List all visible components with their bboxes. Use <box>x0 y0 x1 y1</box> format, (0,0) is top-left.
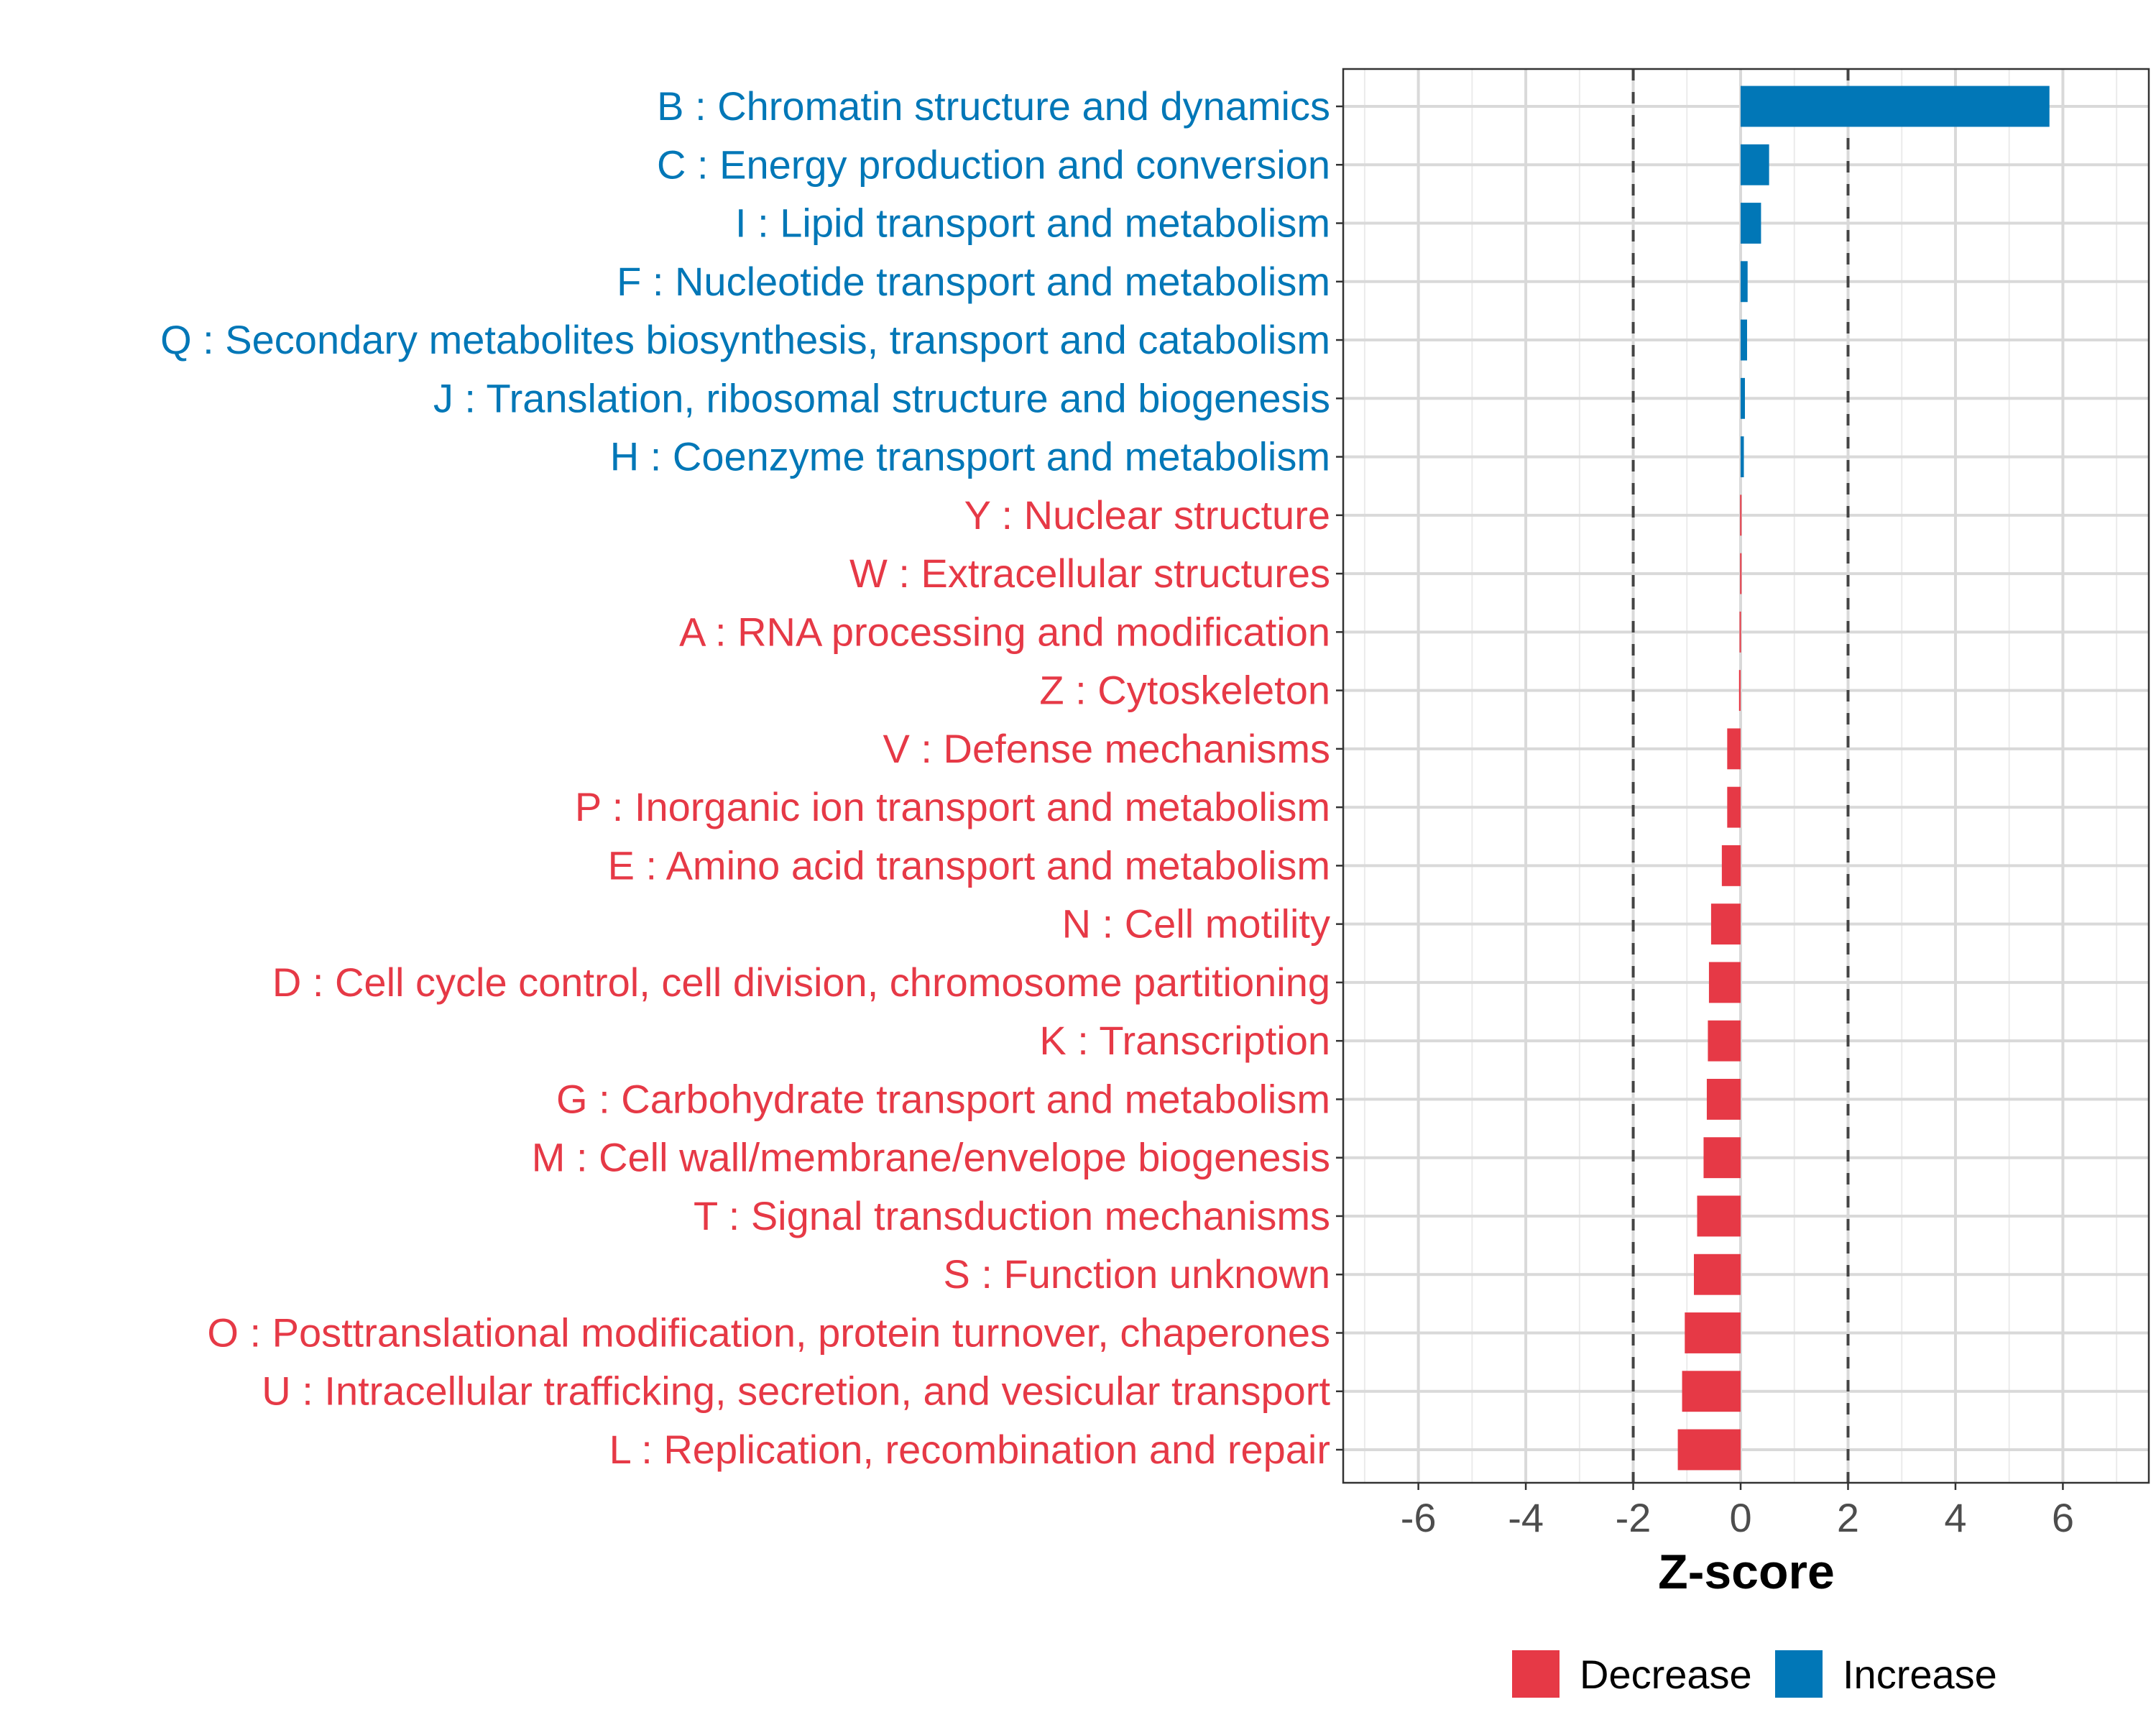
legend-key-increase <box>1775 1650 1823 1698</box>
x-tick-label: 0 <box>1729 1495 1751 1540</box>
category-label: Z : Cytoskeleton <box>1039 668 1330 713</box>
category-label: N : Cell motility <box>1062 901 1330 947</box>
category-labels: B : Chromatin structure and dynamics C : … <box>160 83 1343 1472</box>
bar <box>1739 611 1741 653</box>
bar <box>1706 1078 1741 1120</box>
bar <box>1741 144 1769 185</box>
bar <box>1740 494 1742 536</box>
legend-key-decrease <box>1512 1650 1560 1698</box>
category-label: P : Inorganic ion transport and metaboli… <box>575 784 1330 829</box>
bar <box>1677 1429 1741 1471</box>
category-label: B : Chromatin structure and dynamics <box>657 83 1330 129</box>
x-tick-label: -6 <box>1401 1495 1437 1540</box>
bar <box>1710 903 1741 945</box>
category-label: G : Carbohydrate transport and metabolis… <box>556 1076 1330 1121</box>
category-label: K : Transcription <box>1039 1018 1330 1063</box>
bars <box>1677 86 2050 1471</box>
bar <box>1703 1137 1741 1179</box>
bar <box>1727 728 1741 770</box>
bar <box>1721 845 1741 886</box>
reference-lines <box>1631 69 1850 1483</box>
bar <box>1741 319 1747 361</box>
x-tick-label: -4 <box>1508 1495 1544 1540</box>
bar <box>1708 962 1741 1003</box>
panel-border <box>1342 68 2150 1484</box>
category-label: U : Intracellular trafficking, secretion… <box>262 1368 1330 1414</box>
bar <box>1685 1312 1741 1353</box>
bar <box>1741 436 1744 478</box>
bar <box>1741 203 1761 244</box>
category-label: M : Cell wall/membrane/envelope biogenes… <box>532 1135 1330 1180</box>
legend-label: Decrease <box>1580 1652 1752 1697</box>
category-label: O : Posttranslational modification, prot… <box>207 1310 1330 1355</box>
bar <box>1741 377 1746 419</box>
bar <box>1694 1254 1741 1295</box>
x-axis-ticks: -6 -4 -2 0 2 4 6 <box>1401 1483 2074 1540</box>
grid-lines <box>1343 69 2149 1483</box>
bar <box>1697 1195 1741 1237</box>
category-label: V : Defense mechanisms <box>883 726 1330 771</box>
bar <box>1738 670 1741 712</box>
bar <box>1740 553 1742 594</box>
x-tick-label: 6 <box>2052 1495 2074 1540</box>
category-label: S : Function unknown <box>943 1251 1330 1297</box>
category-label: Y : Nuclear structure <box>964 492 1330 538</box>
category-label: T : Signal transduction mechanisms <box>694 1193 1330 1238</box>
x-tick-label: 2 <box>1837 1495 1859 1540</box>
x-axis-title: Z-score <box>1658 1545 1835 1599</box>
category-label: J : Translation, ribosomal structure and… <box>433 375 1330 420</box>
category-label: W : Extracellular structures <box>849 551 1330 596</box>
category-label: Q : Secondary metabolites biosynthesis, … <box>160 317 1330 362</box>
category-label: D : Cell cycle control, cell division, c… <box>272 960 1330 1005</box>
category-label: C : Energy production and conversion <box>657 142 1330 187</box>
category-label: I : Lipid transport and metabolism <box>735 201 1330 246</box>
legend: Decrease Increase <box>1512 1650 1997 1698</box>
x-tick-label: -2 <box>1616 1495 1651 1540</box>
bar <box>1727 786 1741 828</box>
category-label: E : Amino acid transport and metabolism <box>608 842 1330 888</box>
x-tick-label: 4 <box>1944 1495 1966 1540</box>
bar <box>1741 261 1748 303</box>
bar <box>1741 86 2050 127</box>
category-label: A : RNA processing and modification <box>679 609 1330 654</box>
bar <box>1708 1020 1741 1062</box>
bar <box>1682 1371 1741 1412</box>
legend-label: Increase <box>1843 1652 1997 1697</box>
category-label: H : Coenzyme transport and metabolism <box>610 434 1330 479</box>
category-label: F : Nucleotide transport and metabolism <box>617 259 1330 304</box>
category-label: L : Replication, recombination and repai… <box>609 1427 1330 1472</box>
